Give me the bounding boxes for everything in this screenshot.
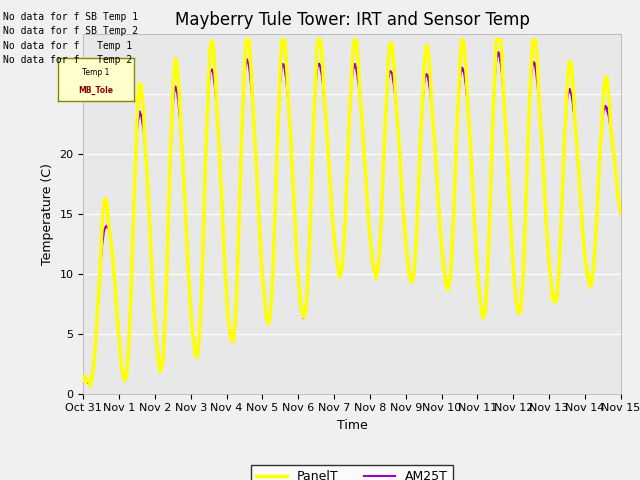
Legend: PanelT, AM25T: PanelT, AM25T: [251, 465, 453, 480]
Text: No data for f SB Temp 1: No data for f SB Temp 1: [3, 12, 138, 22]
Title: Mayberry Tule Tower: IRT and Sensor Temp: Mayberry Tule Tower: IRT and Sensor Temp: [175, 11, 529, 29]
Text: No data for f SB Temp 2: No data for f SB Temp 2: [3, 26, 138, 36]
Text: No data for f   Temp 1: No data for f Temp 1: [3, 41, 132, 51]
Text: Temp 1: Temp 1: [83, 68, 109, 77]
X-axis label: Time: Time: [337, 419, 367, 432]
Text: MB_Tole: MB_Tole: [79, 85, 113, 95]
Y-axis label: Temperature (C): Temperature (C): [41, 163, 54, 264]
Text: No data for f   Temp 2: No data for f Temp 2: [3, 55, 132, 65]
